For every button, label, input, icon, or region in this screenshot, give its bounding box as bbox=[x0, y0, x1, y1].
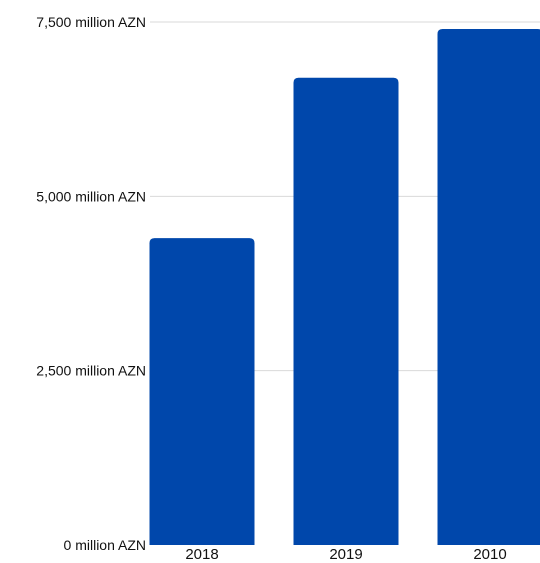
y-tick-label-1: 2,500 million AZN bbox=[36, 363, 146, 379]
bar-2010 bbox=[437, 28, 540, 545]
bar-2019 bbox=[293, 77, 399, 545]
x-tick-label-2010: 2010 bbox=[473, 546, 506, 563]
x-tick-label-2019: 2019 bbox=[329, 546, 362, 563]
x-axis-labels: 2018 2019 2010 bbox=[185, 546, 506, 563]
x-tick-label-2018: 2018 bbox=[185, 546, 218, 563]
y-tick-label-0: 0 million AZN bbox=[64, 537, 146, 553]
bar-2018 bbox=[149, 238, 255, 545]
y-tick-label-2: 5,000 million AZN bbox=[36, 188, 146, 204]
y-axis-labels: 0 million AZN 2,500 million AZN 5,000 mill… bbox=[36, 14, 146, 553]
bars bbox=[149, 28, 540, 545]
y-tick-label-3: 7,500 million AZN bbox=[36, 14, 146, 30]
